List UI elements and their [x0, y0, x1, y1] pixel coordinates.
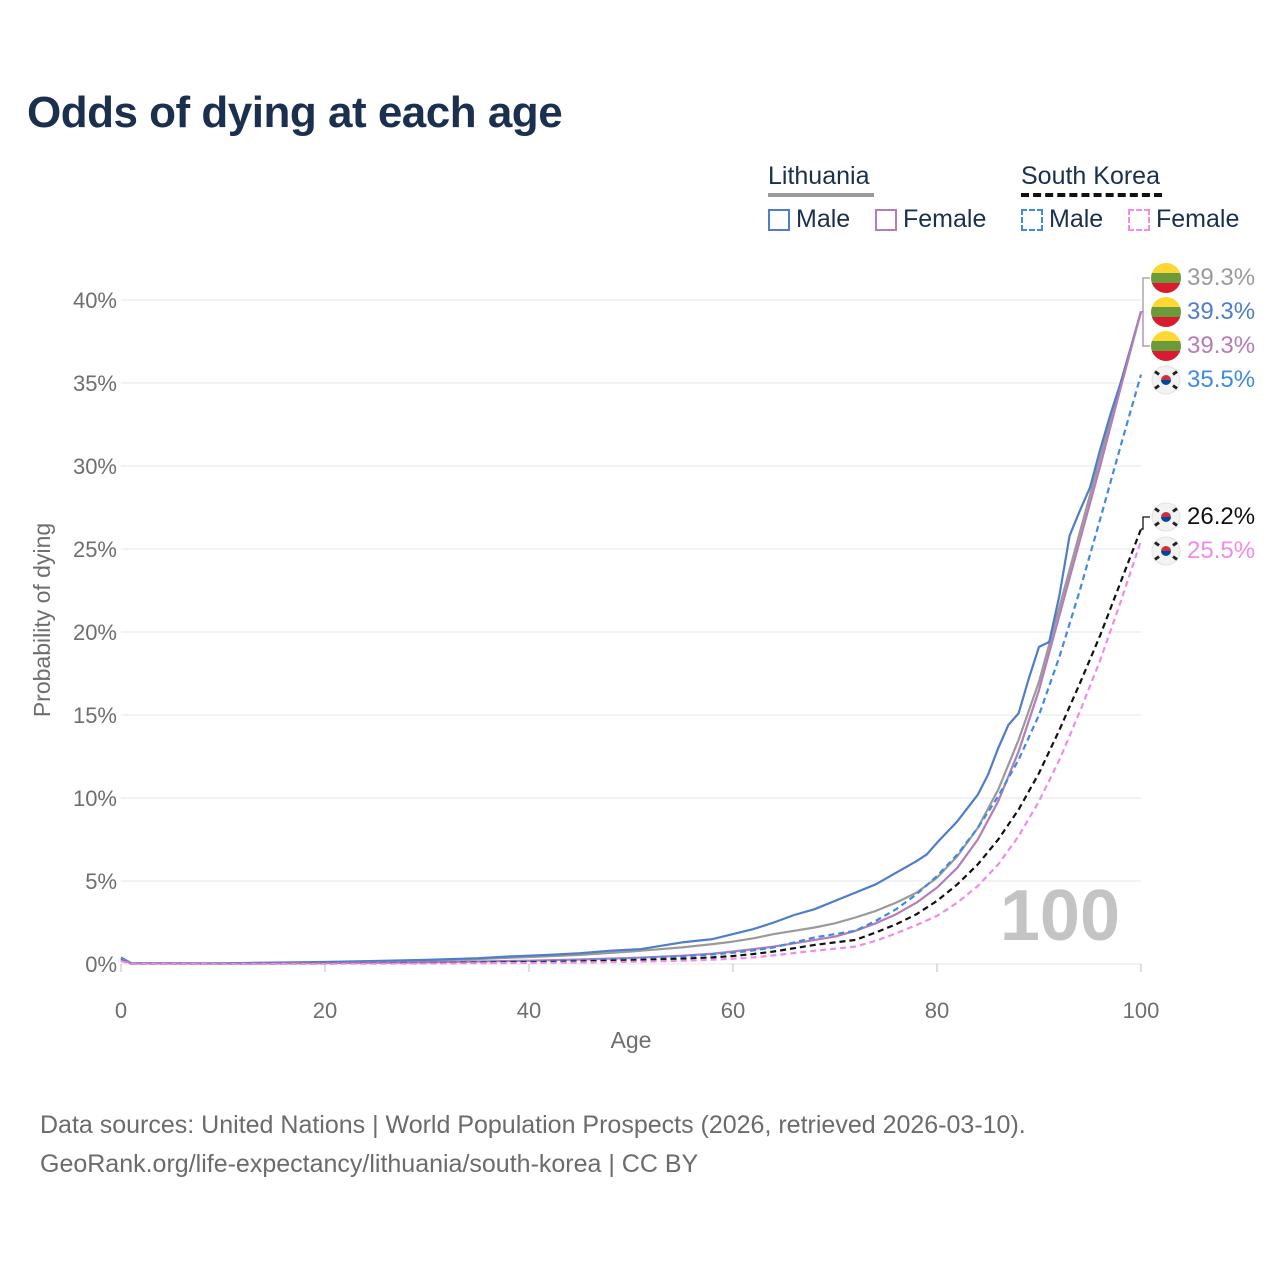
legend-item-south-korea-female[interactable]: Female — [1128, 205, 1239, 234]
end-label-lithuania-female: 39.3% — [1187, 332, 1255, 359]
y-tick-label: 5% — [85, 869, 117, 894]
x-tick-label: 20 — [313, 998, 337, 1023]
label-connector — [1141, 516, 1150, 530]
legend-underline-south-korea — [1021, 193, 1162, 197]
y-tick-label: 40% — [73, 288, 117, 313]
grid — [121, 299, 1141, 965]
lithuania-flag-icon — [1151, 331, 1181, 361]
x-tick-label: 80 — [925, 998, 949, 1023]
y-tick-label: 35% — [73, 371, 117, 396]
legend-label: Male — [1049, 205, 1104, 233]
end-labels: 39.3% 39.3% 39.3% 35.5% 26.2% 25.5% — [1141, 263, 1255, 566]
end-label-south-korea: 26.2% — [1187, 503, 1255, 530]
end-label-south-korea-female: 25.5% — [1187, 537, 1255, 564]
legend-swatch — [875, 208, 897, 231]
legend-group-lithuania: Lithuania — [768, 162, 870, 190]
sources-line-1: Data sources: United Nations | World Pop… — [40, 1111, 1026, 1139]
south-korea-flag-icon — [1151, 502, 1181, 532]
series-line-lithuania[interactable] — [120, 311, 1143, 965]
legend-swatch — [768, 208, 790, 231]
label-connector — [1141, 277, 1150, 313]
legend-label: Male — [796, 205, 851, 233]
end-label-lithuania: 39.3% — [1187, 264, 1255, 291]
series — [120, 311, 1143, 965]
series-line-south-korea[interactable] — [120, 528, 1143, 965]
y-tick-label: 0% — [85, 952, 117, 977]
south-korea-flag-icon — [1151, 536, 1181, 566]
series-line-lithuania-female[interactable] — [120, 311, 1143, 965]
x-tick-label: 60 — [721, 998, 745, 1023]
watermark-year: 100 — [1000, 876, 1120, 956]
y-tick-label: 25% — [73, 537, 117, 562]
legend-item-lithuania-male[interactable]: Male — [768, 205, 850, 234]
y-tick-label: 20% — [73, 620, 117, 645]
legend-item-lithuania-female[interactable]: Female — [875, 205, 986, 234]
x-tick-label: 0 — [115, 998, 127, 1023]
legend-group-south-korea: South Korea — [1021, 162, 1160, 190]
legend-swatch — [1128, 208, 1150, 231]
series-line-lithuania-male[interactable] — [120, 311, 1143, 965]
end-label-lithuania-male: 39.3% — [1187, 298, 1255, 325]
chart-title: Odds of dying at each age — [27, 88, 563, 137]
legend-item-south-korea-male[interactable]: Male — [1021, 205, 1103, 234]
legend-label: Female — [903, 205, 987, 233]
x-tick-label: 100 — [1123, 998, 1160, 1023]
series-line-south-korea-male[interactable] — [120, 374, 1143, 965]
legend-underline-lithuania — [768, 193, 874, 197]
y-tick-label: 10% — [73, 786, 117, 811]
lithuania-flag-icon — [1151, 297, 1181, 327]
legend-swatch — [1021, 208, 1043, 231]
south-korea-flag-icon — [1151, 365, 1181, 395]
x-tick-label: 40 — [517, 998, 541, 1023]
legend-label: Female — [1156, 205, 1240, 233]
sources-line-2[interactable]: GeoRank.org/life-expectancy/lithuania/so… — [40, 1150, 699, 1178]
chart: 100 0% 5% 10% 15% 20% 25% 30% 35% 40% 0 20 40 60 80 10… — [29, 263, 1255, 1053]
sources: Data sources: United Nations | World Pop… — [40, 1106, 1026, 1184]
label-connector — [1141, 310, 1150, 347]
axes: 0% 5% 10% 15% 20% 25% 30% 35% 40% 0 20 40 60 80 100 — [73, 288, 1159, 1023]
x-axis-title: Age — [611, 1027, 652, 1053]
y-tick-label: 15% — [73, 703, 117, 728]
y-axis-title: Probability of dying — [29, 523, 55, 717]
y-tick-label: 30% — [73, 454, 117, 479]
lithuania-flag-icon — [1151, 263, 1181, 293]
series-line-south-korea-female[interactable] — [120, 540, 1143, 965]
end-label-south-korea-male: 35.5% — [1187, 366, 1255, 393]
